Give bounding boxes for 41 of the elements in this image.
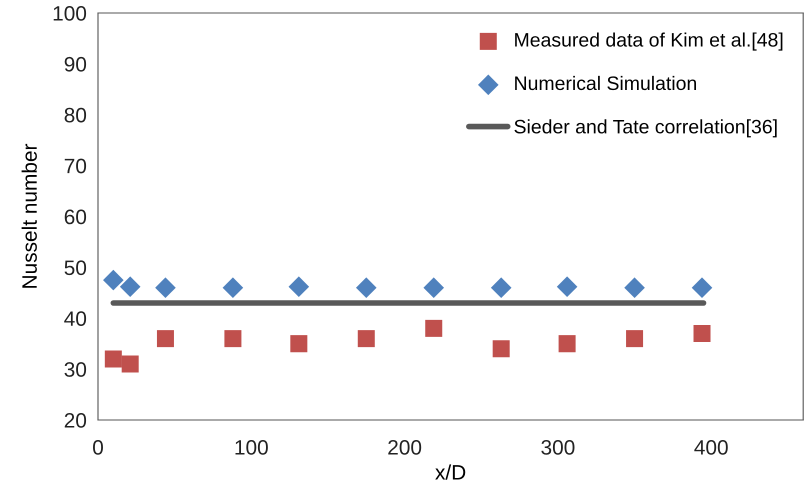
point bbox=[558, 335, 576, 352]
point bbox=[122, 356, 139, 373]
y-tick-label: 40 bbox=[64, 311, 86, 326]
point bbox=[156, 330, 174, 348]
point bbox=[356, 277, 377, 298]
legend-label: Numerical Simulation bbox=[515, 76, 696, 90]
x-tick-label: 300 bbox=[541, 440, 574, 455]
point bbox=[358, 330, 375, 348]
point bbox=[290, 335, 308, 352]
point bbox=[626, 330, 644, 348]
y-tick-label: 80 bbox=[64, 108, 86, 123]
point bbox=[490, 277, 512, 298]
y-tick-label: 70 bbox=[64, 158, 86, 174]
point bbox=[120, 276, 140, 298]
x-tick-label: 0 bbox=[93, 440, 103, 455]
point bbox=[423, 277, 444, 298]
point bbox=[155, 277, 176, 298]
y-tick-label: 20 bbox=[64, 413, 86, 428]
point bbox=[222, 277, 244, 298]
x-tick-label: 200 bbox=[388, 440, 422, 455]
point bbox=[224, 330, 242, 348]
y-tick-label: 100 bbox=[54, 6, 86, 21]
point bbox=[425, 320, 442, 337]
point bbox=[624, 277, 645, 298]
x-tick-label: 400 bbox=[694, 440, 728, 455]
x-tick-label: 100 bbox=[236, 440, 268, 455]
legend-label: Sieder and Tate correlation[36] bbox=[514, 119, 777, 138]
point bbox=[556, 276, 578, 298]
y-axis-title: Nusselt number bbox=[22, 144, 37, 288]
x-axis-title: x/D bbox=[435, 464, 466, 480]
point bbox=[692, 277, 712, 298]
point bbox=[288, 276, 310, 298]
point bbox=[694, 325, 711, 342]
y-tick-label: 50 bbox=[64, 260, 86, 276]
point bbox=[103, 270, 124, 290]
y-tick-label: 60 bbox=[64, 210, 86, 224]
point bbox=[492, 340, 510, 358]
y-tick-label: 30 bbox=[64, 362, 86, 377]
legend-label: Measured data of Kim et al.[48] bbox=[515, 32, 782, 51]
y-tick-label: 90 bbox=[64, 56, 86, 72]
point bbox=[104, 350, 122, 368]
